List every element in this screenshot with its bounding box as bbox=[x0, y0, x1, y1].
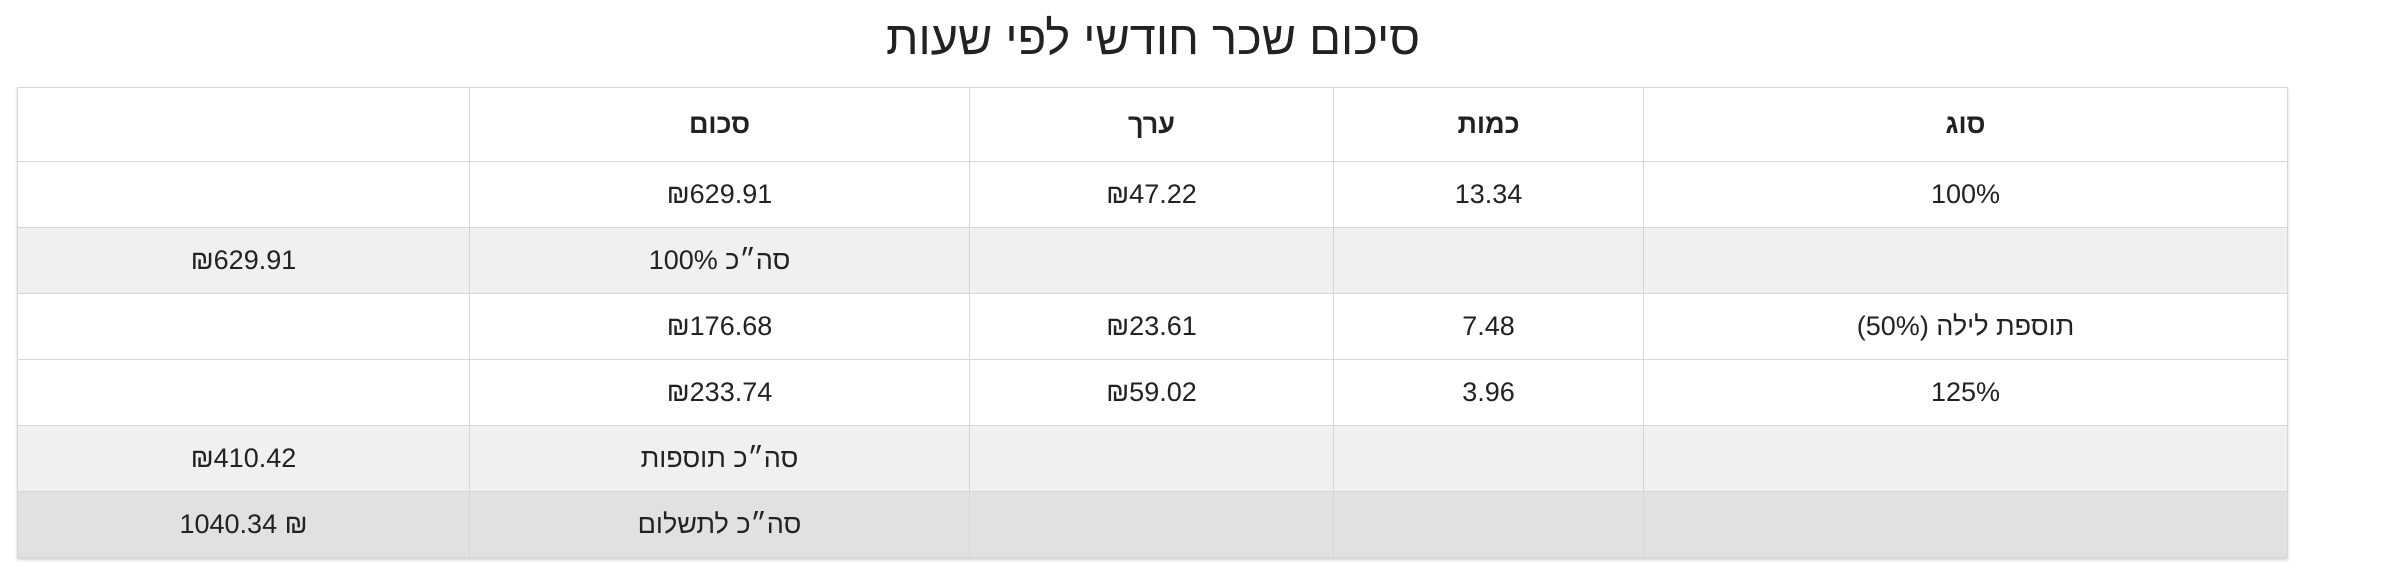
cell-value: ₪59.02 bbox=[969, 359, 1334, 426]
table-header-row: סכום ערך כמות סוג bbox=[17, 87, 2288, 162]
cell-amount: ₪233.74 bbox=[469, 359, 970, 426]
cell-quantity: 7.48 bbox=[1333, 293, 1644, 360]
cell-amount: סה״כ 100% bbox=[469, 227, 970, 294]
header-type: סוג bbox=[1643, 87, 2288, 162]
salary-summary-table: סכום ערך כמות סוג ₪629.91 ₪47.22 13.34 1… bbox=[17, 87, 2288, 558]
cell-value bbox=[969, 227, 1334, 294]
subtotal-row: ₪410.42 סה״כ תוספות bbox=[17, 425, 2288, 492]
cell-type bbox=[1643, 227, 2288, 294]
cell-amount: ₪176.68 bbox=[469, 293, 970, 360]
table-row: ₪176.68 ₪23.61 7.48 תוספת לילה (50%) bbox=[17, 293, 2288, 360]
cell-value bbox=[969, 425, 1334, 492]
cell-value: ₪47.22 bbox=[969, 161, 1334, 228]
cell-quantity bbox=[1333, 491, 1644, 558]
cell-type: תוספת לילה (50%) bbox=[1643, 293, 2288, 360]
cell-type: 125% bbox=[1643, 359, 2288, 426]
cell-amount: ₪629.91 bbox=[469, 161, 970, 228]
cell-value: ₪23.61 bbox=[969, 293, 1334, 360]
cell-quantity bbox=[1333, 425, 1644, 492]
cell-total: 1040.34 ₪ bbox=[17, 491, 470, 558]
header-quantity: כמות bbox=[1333, 87, 1644, 162]
subtotal-row: ₪629.91 סה״כ 100% bbox=[17, 227, 2288, 294]
cell-quantity: 13.34 bbox=[1333, 161, 1644, 228]
cell-amount: סה״כ תוספות bbox=[469, 425, 970, 492]
cell-total bbox=[17, 161, 470, 228]
cell-type bbox=[1643, 425, 2288, 492]
cell-total: ₪410.42 bbox=[17, 425, 470, 492]
cell-value bbox=[969, 491, 1334, 558]
cell-total: ₪629.91 bbox=[17, 227, 470, 294]
cell-total bbox=[17, 359, 470, 426]
cell-quantity: 3.96 bbox=[1333, 359, 1644, 426]
table-row: ₪629.91 ₪47.22 13.34 100% bbox=[17, 161, 2288, 228]
table-row: ₪233.74 ₪59.02 3.96 125% bbox=[17, 359, 2288, 426]
cell-type bbox=[1643, 491, 2288, 558]
cell-type: 100% bbox=[1643, 161, 2288, 228]
header-value: ערך bbox=[969, 87, 1334, 162]
cell-amount: סה״כ לתשלום bbox=[469, 491, 970, 558]
grand-total-row: 1040.34 ₪ סה״כ לתשלום bbox=[17, 491, 2288, 558]
header-total bbox=[17, 87, 470, 162]
page-title: סיכום שכר חודשי לפי שעות bbox=[885, 11, 1421, 64]
cell-quantity bbox=[1333, 227, 1644, 294]
header-amount: סכום bbox=[469, 87, 970, 162]
cell-total bbox=[17, 293, 470, 360]
